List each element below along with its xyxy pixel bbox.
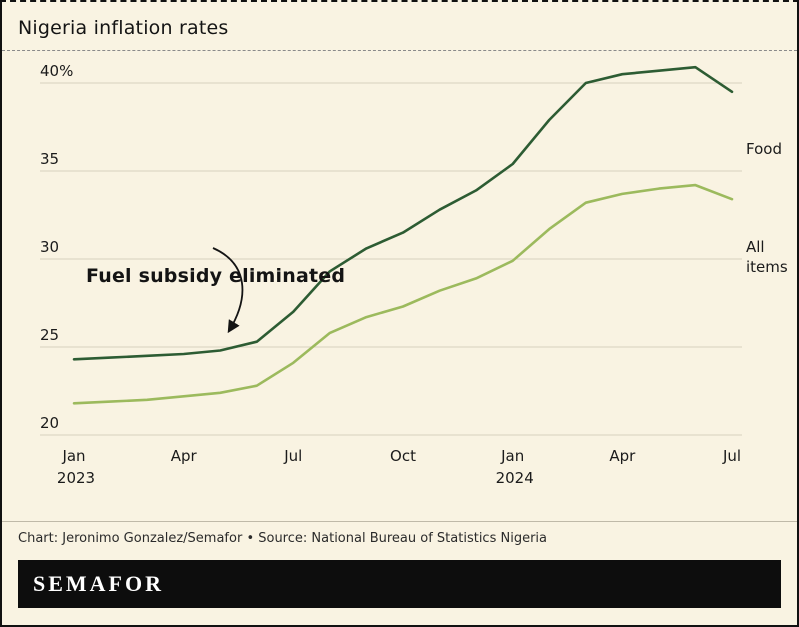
- y-tick-label: 35: [40, 150, 59, 168]
- x-tick-label: Jan: [500, 447, 524, 465]
- chart-header: Nigeria inflation rates: [2, 2, 797, 50]
- x-tick-label: Jul: [722, 447, 741, 465]
- x-tick-label: Oct: [390, 447, 416, 465]
- inflation-line-chart: 20 25 30 35 40% Jan 2023 Apr Jul Oct Jan 2024 Apr Jul: [40, 62, 742, 487]
- semafor-logo-bar: SEMAFOR: [18, 560, 781, 608]
- x-tick-sublabel: 2024: [496, 469, 534, 487]
- series-line-food: [72, 65, 734, 361]
- series-line-all-items: [72, 183, 734, 405]
- chart-title: Nigeria inflation rates: [18, 17, 229, 39]
- annotation-arrow: [212, 247, 244, 334]
- y-tick-label: 25: [40, 326, 59, 344]
- chart-credit: Chart: Jeronimo Gonzalez/Semafor • Sourc…: [18, 531, 547, 546]
- y-tick-label: 20: [40, 414, 59, 432]
- title-divider: [2, 50, 797, 51]
- series-label-food: Food: [746, 140, 782, 158]
- annotation-fuel-subsidy: Fuel subsidy eliminated: [86, 265, 346, 287]
- semafor-wordmark: SEMAFOR: [33, 571, 164, 596]
- chart-area: 20 25 30 35 40% Jan 2023 Apr Jul Oct Jan 2024 Apr Jul…: [2, 51, 797, 521]
- x-tick-label: Apr: [609, 447, 636, 465]
- x-tick-label: Jul: [283, 447, 302, 465]
- series-label-all-items: All items: [746, 238, 788, 276]
- y-tick-label: 30: [40, 238, 59, 256]
- x-tick-label: Jan: [61, 447, 85, 465]
- y-tick-label: 40%: [40, 62, 73, 80]
- x-tick-sublabel: 2023: [57, 469, 95, 487]
- footer-divider: [2, 521, 797, 522]
- x-tick-label: Apr: [171, 447, 198, 465]
